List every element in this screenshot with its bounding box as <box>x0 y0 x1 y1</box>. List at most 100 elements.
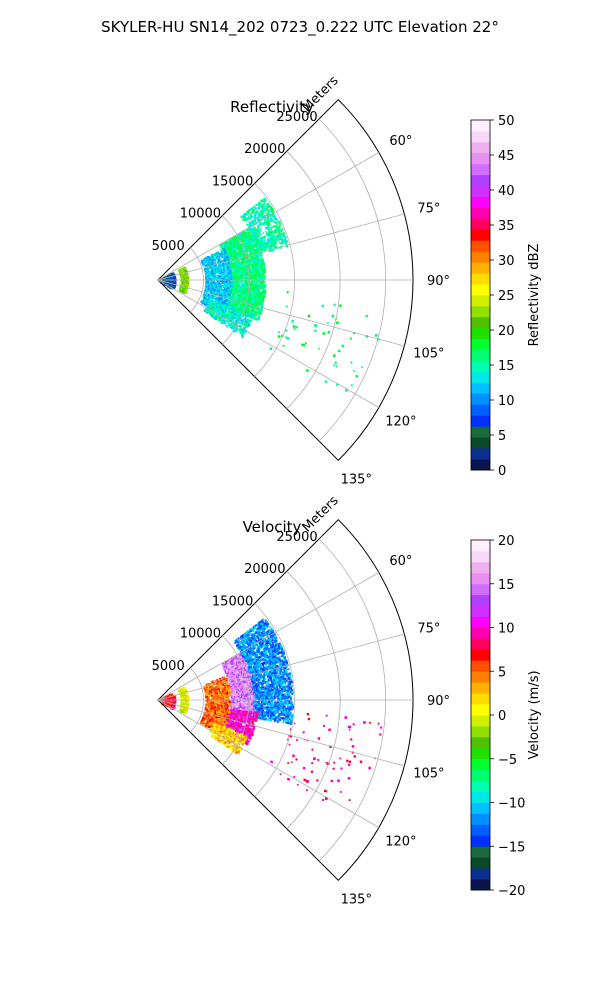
echo-cell <box>249 688 251 690</box>
echo-cell <box>244 291 247 295</box>
echo-cell <box>250 689 253 692</box>
echo-cell <box>250 207 254 210</box>
echo-cell <box>205 277 209 281</box>
echo-cell <box>243 279 246 282</box>
echo-cell <box>219 273 222 276</box>
echo-cell <box>205 269 209 272</box>
echo-cell <box>258 702 261 705</box>
echo-cell <box>248 209 251 212</box>
echo-cell <box>256 716 259 719</box>
echo-cell <box>248 259 251 261</box>
echo-cell <box>268 685 271 688</box>
echo-cell <box>230 669 233 672</box>
echo-cell <box>241 680 244 683</box>
echo-cell <box>237 278 240 281</box>
echo-cell <box>230 699 233 702</box>
echo-cell <box>261 686 265 690</box>
echo-cell <box>262 277 265 280</box>
echo-cell <box>265 680 268 683</box>
echo-cell <box>246 702 249 705</box>
echo-cell <box>271 219 274 222</box>
echo-cell <box>239 278 241 281</box>
echo-cell <box>222 665 224 668</box>
echo-cell <box>260 712 263 715</box>
echo-cell <box>261 204 264 207</box>
echo-cell <box>257 680 260 683</box>
echo-cell <box>268 247 270 250</box>
echo-cell <box>241 300 243 303</box>
echo-cell <box>239 664 242 667</box>
echo-cell <box>220 321 224 324</box>
echo-cell <box>240 297 243 301</box>
echo-cell <box>235 289 238 292</box>
echo-cell <box>248 670 252 673</box>
echo-cell <box>242 213 245 216</box>
echo-cell <box>271 694 273 696</box>
echo-cell <box>247 630 250 634</box>
azimuth-spoke <box>157 213 405 281</box>
echo-cell <box>254 690 257 693</box>
echo-cell <box>253 704 256 706</box>
echo-cell <box>269 220 272 222</box>
colorbar-segment <box>471 163 490 176</box>
echo-cell <box>242 267 245 270</box>
echo-cell <box>239 332 242 335</box>
echo-cell <box>266 706 270 710</box>
colorbar-segment <box>471 185 490 197</box>
echo-cell <box>257 694 260 697</box>
echo-cell <box>233 277 236 280</box>
echo-cell <box>229 671 232 674</box>
echo-cell <box>245 699 248 702</box>
echo-cell <box>245 664 248 667</box>
echo-cell <box>230 253 233 256</box>
echo-cell <box>251 298 255 302</box>
echo-cell <box>263 292 266 295</box>
echo-cell <box>249 641 253 644</box>
echo-cell <box>222 275 226 278</box>
echo-cell <box>233 267 236 270</box>
echo-cell <box>220 249 223 252</box>
echo-cell <box>255 274 258 278</box>
echo-cell <box>270 685 273 689</box>
echo-cell <box>245 268 249 272</box>
echo-cell <box>246 289 249 292</box>
echo-cell <box>239 681 242 684</box>
echo-cell <box>259 300 261 303</box>
echo-cell <box>255 278 258 280</box>
echo-cell <box>245 236 248 240</box>
echo-cell <box>241 235 244 238</box>
echo-cell <box>253 234 257 237</box>
echo-cell <box>265 242 267 245</box>
echo-cell <box>245 684 248 687</box>
echo-cell <box>208 301 212 304</box>
echo-cell <box>213 288 216 290</box>
echo-cell <box>182 291 186 294</box>
echo-cell <box>255 651 258 654</box>
echo-cell <box>242 247 244 250</box>
echo-cell <box>246 303 249 306</box>
echo-cell <box>245 705 248 708</box>
echo-cell <box>222 260 225 263</box>
echo-cell <box>261 263 264 266</box>
echo-cell <box>269 710 272 713</box>
echo-cell <box>202 299 206 302</box>
echo-cell <box>261 276 263 278</box>
echo-cell <box>244 261 247 264</box>
echo-cell <box>168 284 171 286</box>
echo-cell <box>275 245 278 248</box>
echo-cell <box>230 668 232 671</box>
echo-cell <box>230 659 233 662</box>
echo-cell <box>235 669 238 672</box>
colorbar-segment <box>471 415 490 427</box>
echo-cell <box>270 708 273 711</box>
echo-cell <box>269 694 272 697</box>
echo-cell <box>246 274 249 277</box>
echo-cell <box>234 291 237 295</box>
echo-cell <box>234 258 237 261</box>
echo-cell <box>210 303 213 305</box>
echo-cell <box>216 294 220 297</box>
echo-cell <box>246 255 249 259</box>
echo-cell <box>217 267 219 270</box>
echo-cell <box>256 229 259 233</box>
echo-cell <box>247 648 250 652</box>
